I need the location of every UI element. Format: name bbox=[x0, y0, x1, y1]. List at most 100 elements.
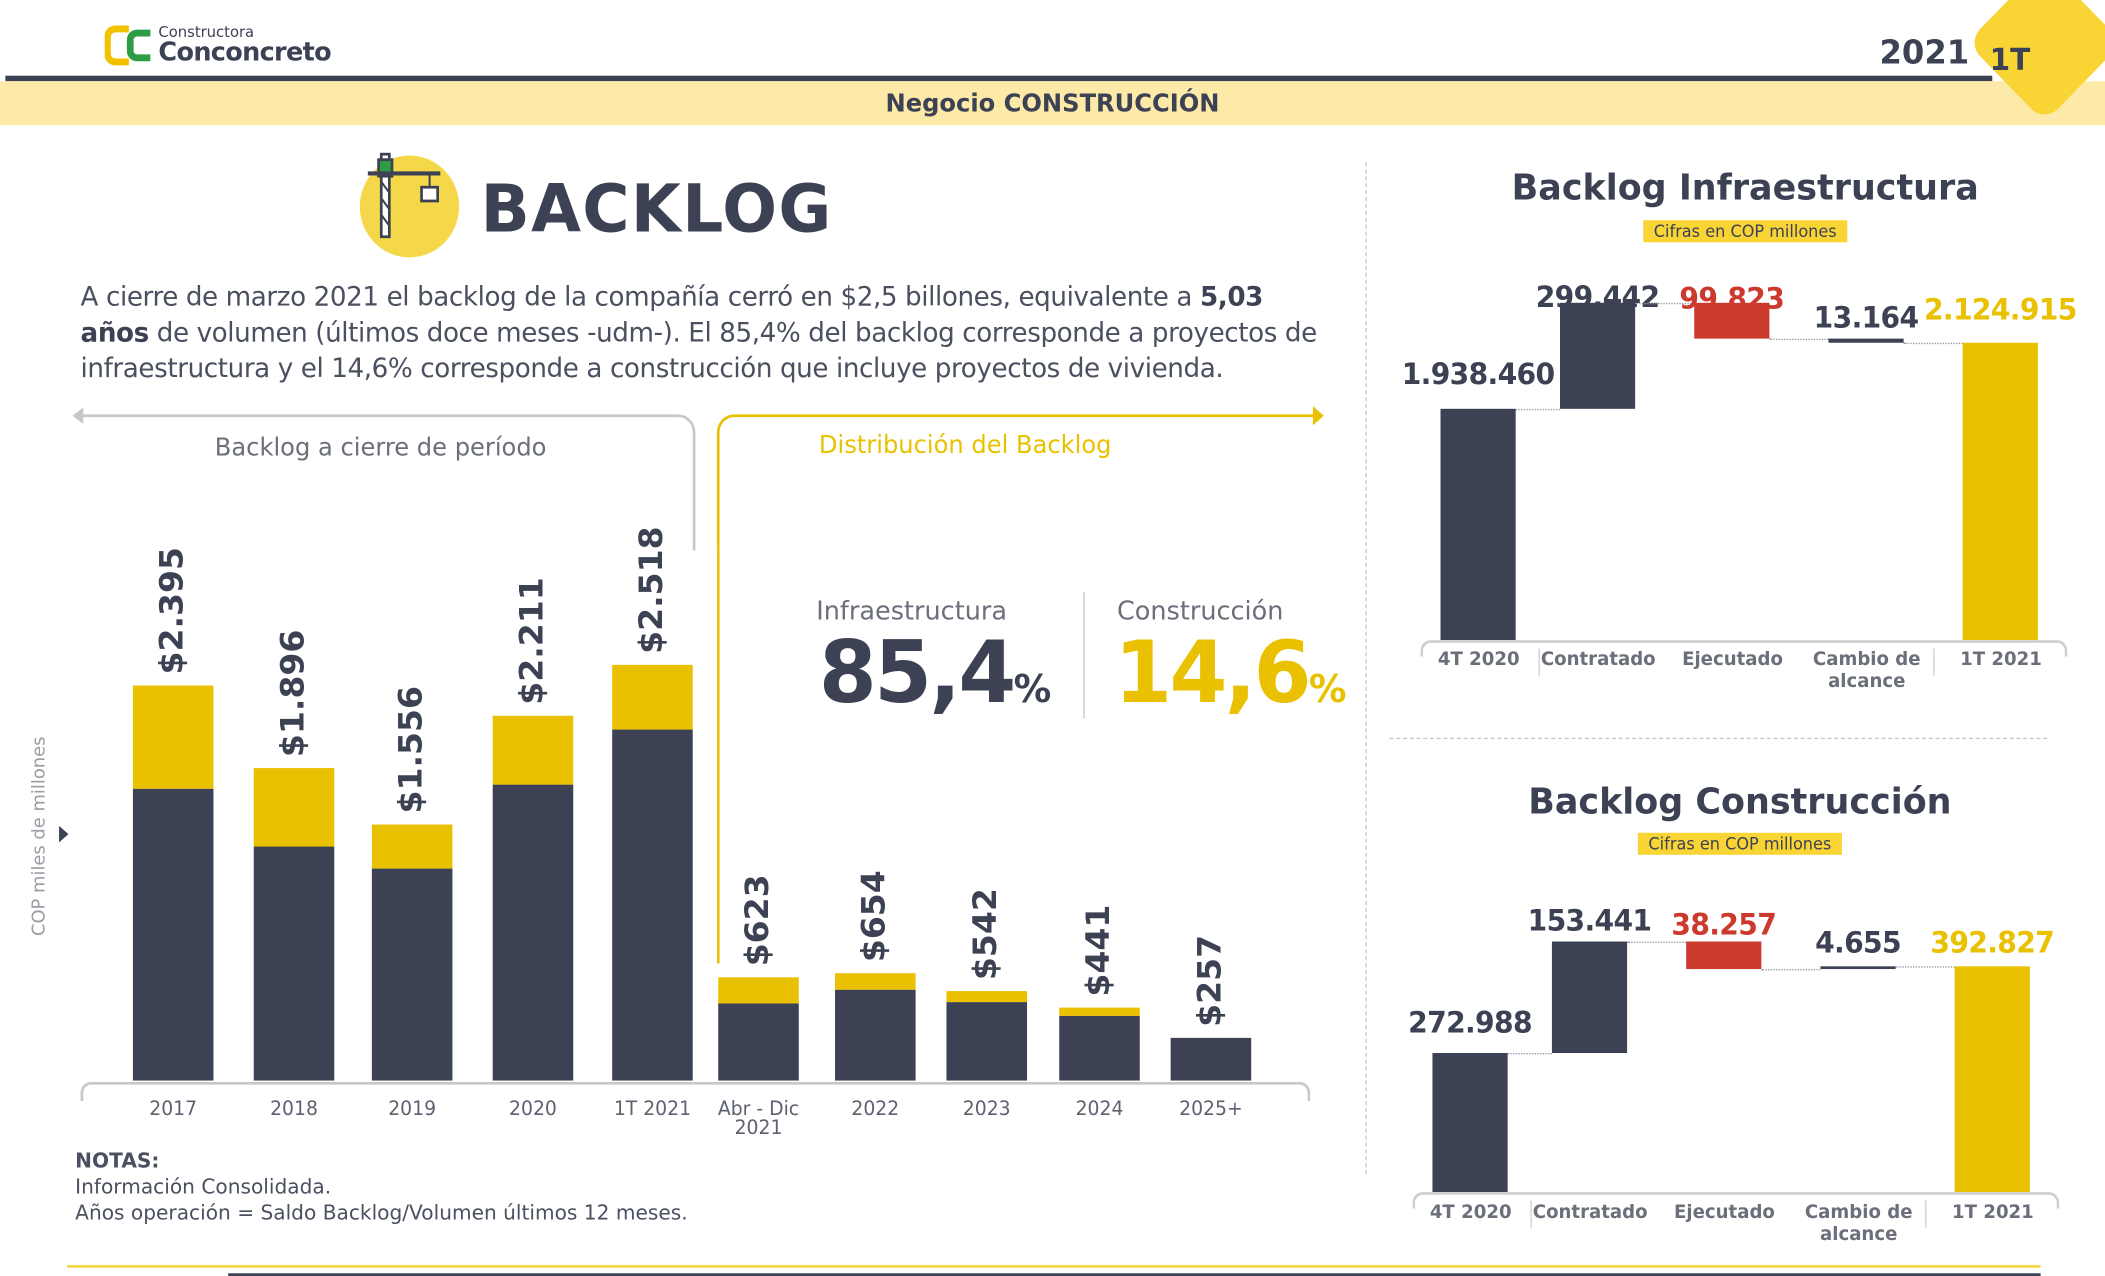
infra-waterfall-title: Backlog Infraestructura bbox=[1511, 167, 1979, 210]
logo-subtitle: Constructora bbox=[158, 23, 255, 42]
waterfall-connector bbox=[1903, 342, 1963, 345]
bar-construccion bbox=[946, 991, 1028, 1003]
bar-infraestructura bbox=[718, 1003, 799, 1081]
section-band bbox=[0, 81, 2105, 126]
section-brackets bbox=[72, 406, 1324, 551]
footer-rule-yellow bbox=[67, 1265, 2041, 1268]
waterfall-bar bbox=[1686, 941, 1762, 970]
waterfall-x-label: 4T 2020 bbox=[1429, 1201, 1512, 1224]
x-tick-label: 2024 bbox=[1075, 1098, 1124, 1121]
bar-value-label: $542 bbox=[966, 888, 1005, 981]
distribution-heading: Distribución del Backlog bbox=[818, 430, 1112, 460]
waterfall-axis bbox=[1412, 1192, 2060, 1209]
summary-text-2: de volumen (últimos doce meses -udm-). E… bbox=[80, 316, 1318, 385]
waterfall-connector bbox=[1769, 338, 1829, 340]
backlog-period-heading: Backlog a cierre de período bbox=[214, 433, 547, 463]
waterfall-value-label: 299.442 bbox=[1535, 280, 1660, 314]
bar-infraestructura bbox=[132, 788, 214, 1081]
waterfall-bar bbox=[1954, 966, 2030, 1193]
waterfall-axis-tick bbox=[1529, 1200, 1532, 1228]
quarter-label: 1T bbox=[1989, 44, 2031, 79]
waterfall-x-label: Cambio de alcance bbox=[1812, 648, 1921, 693]
bar-construccion bbox=[835, 972, 916, 990]
waterfall-axis bbox=[1420, 640, 2068, 657]
waterfall-connector bbox=[1515, 408, 1560, 411]
distribution-bracket-line bbox=[716, 550, 720, 964]
waterfall-x-label: 1T 2021 bbox=[1960, 648, 2042, 671]
waterfall-bar bbox=[1551, 941, 1628, 1053]
infra-label: Infraestructura bbox=[816, 596, 1007, 627]
notes-title: NOTAS: bbox=[75, 1148, 160, 1173]
waterfall-connector bbox=[1635, 302, 1695, 305]
axis-pointer-icon bbox=[59, 825, 69, 843]
bar-value-label: $2.395 bbox=[153, 547, 191, 675]
waterfall-value-label: 153.441 bbox=[1527, 904, 1652, 938]
conconcreto-logo-icon bbox=[104, 25, 151, 66]
waterfall-x-label: Cambio de alcance bbox=[1804, 1201, 1913, 1246]
waterfall-value-label: 4.655 bbox=[1815, 926, 1902, 960]
bar-construccion bbox=[1059, 1007, 1140, 1017]
waterfall-value-label: 38.257 bbox=[1671, 908, 1777, 942]
bar-value-label: $623 bbox=[738, 874, 776, 967]
x-tick-label: 2020 bbox=[509, 1098, 557, 1121]
x-tick-label: 2025+ bbox=[1179, 1098, 1243, 1121]
waterfall-value-label: 99.823 bbox=[1679, 282, 1785, 316]
waterfall-bar bbox=[1828, 338, 1904, 343]
bar-infraestructura bbox=[1170, 1038, 1252, 1081]
y-axis-label: COP miles de millones bbox=[29, 736, 50, 937]
x-axis bbox=[80, 1081, 1311, 1102]
waterfall-value-label: 1.938.460 bbox=[1401, 357, 1555, 391]
panel-divider bbox=[1365, 162, 1367, 1175]
x-tick-label: 2017 bbox=[149, 1098, 198, 1121]
report-year: 2021 bbox=[1879, 33, 1970, 72]
summary-text: A cierre de marzo 2021 el backlog de la … bbox=[80, 280, 1200, 313]
waterfall-connector bbox=[1627, 941, 1687, 944]
cons-share-value: 14,6 bbox=[1114, 622, 1311, 723]
bar-construccion bbox=[492, 715, 574, 785]
waterfall-bar bbox=[1820, 966, 1896, 970]
bar-construccion bbox=[718, 977, 799, 1004]
x-tick-label: Abr - Dic 2021 bbox=[717, 1098, 800, 1140]
bar-value-label: $441 bbox=[1079, 904, 1117, 997]
cons-units-badge: Cifras en COP millones bbox=[1637, 832, 1843, 855]
cons-waterfall-title: Backlog Construcción bbox=[1528, 781, 1952, 824]
x-tick-label: 2023 bbox=[962, 1098, 1011, 1121]
bar-value-label: $654 bbox=[855, 869, 893, 962]
waterfall-bar bbox=[1432, 1053, 1508, 1193]
x-tick-label: 1T 2021 bbox=[613, 1098, 692, 1121]
summary-paragraph: A cierre de marzo 2021 el backlog de la … bbox=[81, 279, 1323, 386]
bar-value-label: $2.518 bbox=[632, 526, 670, 655]
waterfall-x-label: Ejecutado bbox=[1674, 1201, 1775, 1224]
bar-infraestructura bbox=[1059, 1016, 1140, 1081]
waterfall-bar bbox=[1962, 342, 2038, 641]
bar-value-label: $1.556 bbox=[392, 685, 430, 813]
waterfall-bar bbox=[1440, 408, 1516, 641]
notes: NOTAS: Información Consolidada. Años ope… bbox=[75, 1148, 687, 1226]
infra-units-badge: Cifras en COP millones bbox=[1643, 220, 1848, 243]
section-title: Negocio CONSTRUCCIÓN bbox=[885, 89, 1220, 119]
waterfall-value-label: 13.164 bbox=[1813, 301, 1919, 335]
infra-share: 85,4% bbox=[819, 622, 1051, 722]
bar-infraestructura bbox=[253, 846, 335, 1081]
waterfall-bar bbox=[1694, 302, 1770, 339]
bar-value-label: $1.896 bbox=[273, 629, 312, 757]
bar-infraestructura bbox=[371, 868, 453, 1081]
waterfall-value-label: 272.988 bbox=[1408, 1006, 1532, 1040]
header-rule bbox=[5, 75, 1993, 82]
bar-value-label: $2.211 bbox=[512, 577, 551, 705]
waterfall-axis-tick bbox=[1925, 1200, 1927, 1228]
waterfall-divider bbox=[1389, 737, 2048, 740]
infra-share-value: 85,4 bbox=[818, 622, 1016, 723]
x-tick-label: 2022 bbox=[851, 1098, 900, 1121]
cons-pct-sign: % bbox=[1308, 666, 1347, 712]
bar-infraestructura bbox=[835, 989, 916, 1081]
note-line: Años operación = Saldo Backlog/Volumen ú… bbox=[75, 1200, 688, 1226]
waterfall-axis-tick bbox=[1537, 648, 1540, 676]
waterfall-axis-tick bbox=[1933, 648, 1935, 676]
bar-construccion bbox=[132, 685, 214, 789]
summary-highlight: 5,03 años bbox=[80, 280, 1264, 349]
x-tick-label: 2019 bbox=[388, 1098, 437, 1121]
bar-infraestructura bbox=[946, 1002, 1028, 1081]
waterfall-connector bbox=[1507, 1053, 1552, 1055]
